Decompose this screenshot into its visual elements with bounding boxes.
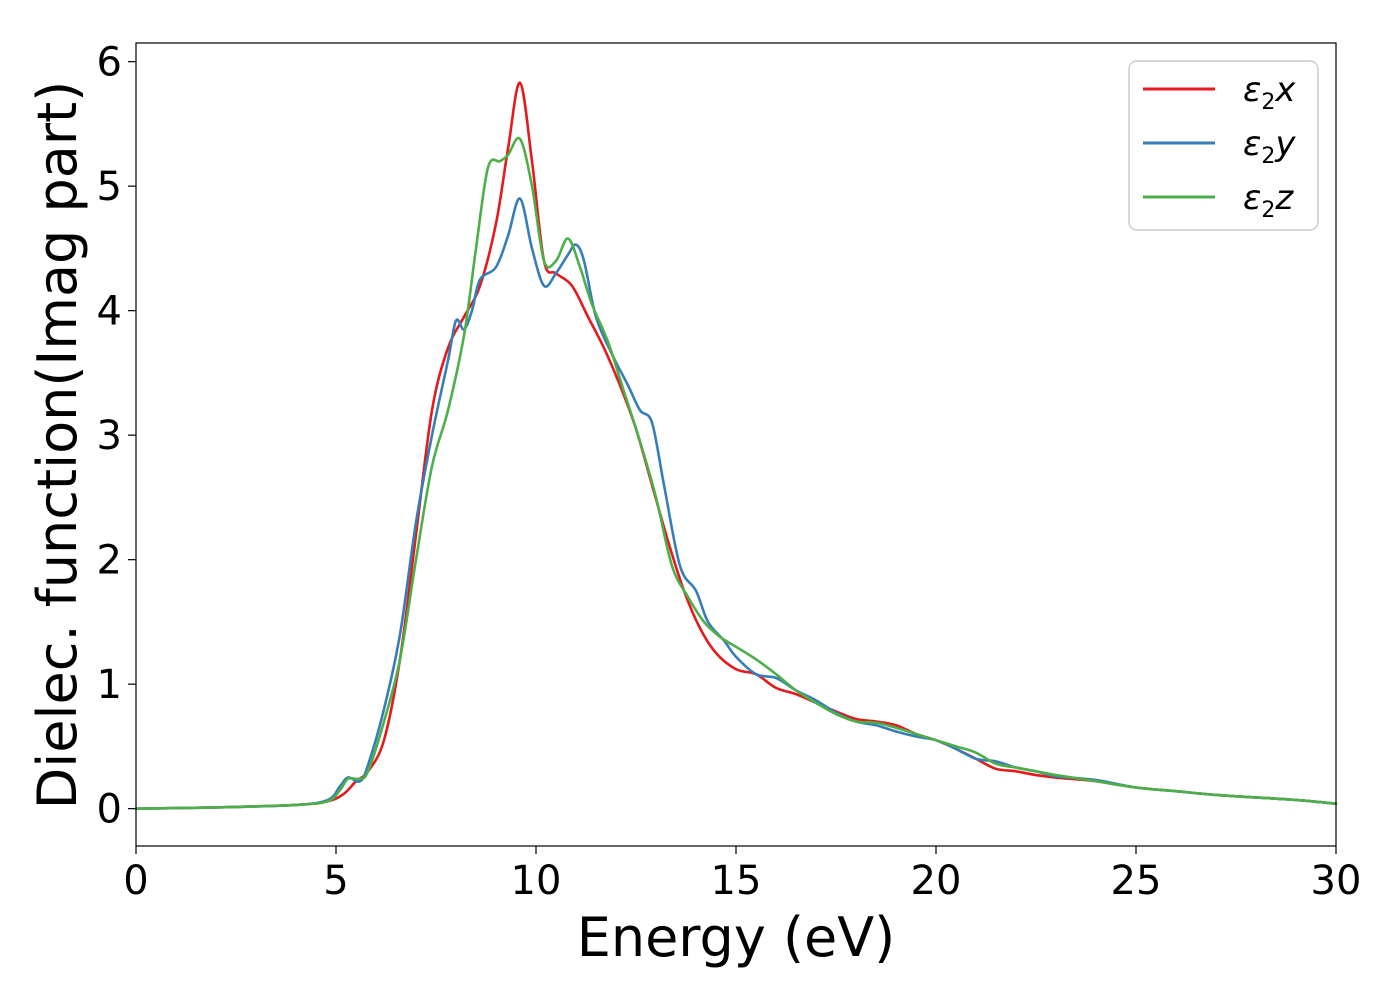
- series-line-y: [134, 197, 1338, 810]
- y-tick-label: 4: [97, 289, 122, 335]
- y-tick-label: 0: [97, 787, 122, 833]
- x-axis-label: Energy (eV): [577, 906, 896, 969]
- series-layer: [134, 81, 1338, 810]
- y-axis-label: Dielec. function(Imag part): [26, 81, 89, 810]
- y-axis-ticks: 0 1 2 3 4 5 6: [97, 40, 136, 833]
- legend: ε2x ε2y ε2z: [1128, 60, 1319, 231]
- legend-items: ε2x ε2y ε2z: [1143, 70, 1296, 223]
- y-tick-label: 6: [97, 40, 122, 86]
- y-tick-label: 3: [97, 413, 122, 459]
- x-tick-label: 10: [511, 858, 562, 904]
- y-tick-label: 2: [97, 538, 122, 584]
- y-tick-label: 5: [97, 164, 122, 210]
- legend-box: [1128, 60, 1319, 231]
- legend-label-x: ε2x: [1243, 70, 1296, 115]
- x-axis-ticks: 0 5 10 15 20 25 30: [123, 846, 1361, 904]
- x-tick-label: 25: [1111, 858, 1162, 904]
- legend-label-z: ε2z: [1243, 178, 1294, 223]
- series-line-z: [134, 136, 1338, 810]
- x-tick-label: 0: [123, 858, 148, 904]
- legend-label-y: ε2y: [1243, 124, 1296, 169]
- x-tick-label: 30: [1311, 858, 1362, 904]
- y-tick-label: 1: [97, 662, 122, 708]
- x-tick-label: 5: [323, 858, 348, 904]
- x-tick-label: 20: [911, 858, 962, 904]
- x-tick-label: 15: [711, 858, 762, 904]
